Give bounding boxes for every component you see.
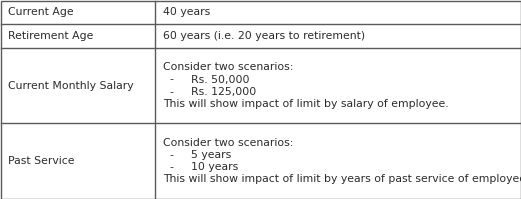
- Text: Current Age: Current Age: [8, 7, 73, 17]
- Text: Rs. 50,000: Rs. 50,000: [191, 74, 250, 85]
- Text: 40 years: 40 years: [163, 7, 210, 17]
- Text: 10 years: 10 years: [191, 162, 238, 172]
- Text: -: -: [169, 87, 173, 97]
- Text: 5 years: 5 years: [191, 150, 231, 160]
- Text: This will show impact of limit by salary of employee.: This will show impact of limit by salary…: [163, 99, 449, 109]
- Text: -: -: [169, 162, 173, 172]
- Text: Consider two scenarios:: Consider two scenarios:: [163, 138, 293, 148]
- Text: Retirement Age: Retirement Age: [8, 31, 93, 41]
- Text: -: -: [169, 74, 173, 85]
- Text: Current Monthly Salary: Current Monthly Salary: [8, 81, 133, 91]
- Text: This will show impact of limit by years of past service of employee: This will show impact of limit by years …: [163, 174, 521, 184]
- Text: Past Service: Past Service: [8, 156, 75, 166]
- Text: Consider two scenarios:: Consider two scenarios:: [163, 62, 293, 72]
- Text: -: -: [169, 150, 173, 160]
- Text: Rs. 125,000: Rs. 125,000: [191, 87, 256, 97]
- Text: 60 years (i.e. 20 years to retirement): 60 years (i.e. 20 years to retirement): [163, 31, 365, 41]
